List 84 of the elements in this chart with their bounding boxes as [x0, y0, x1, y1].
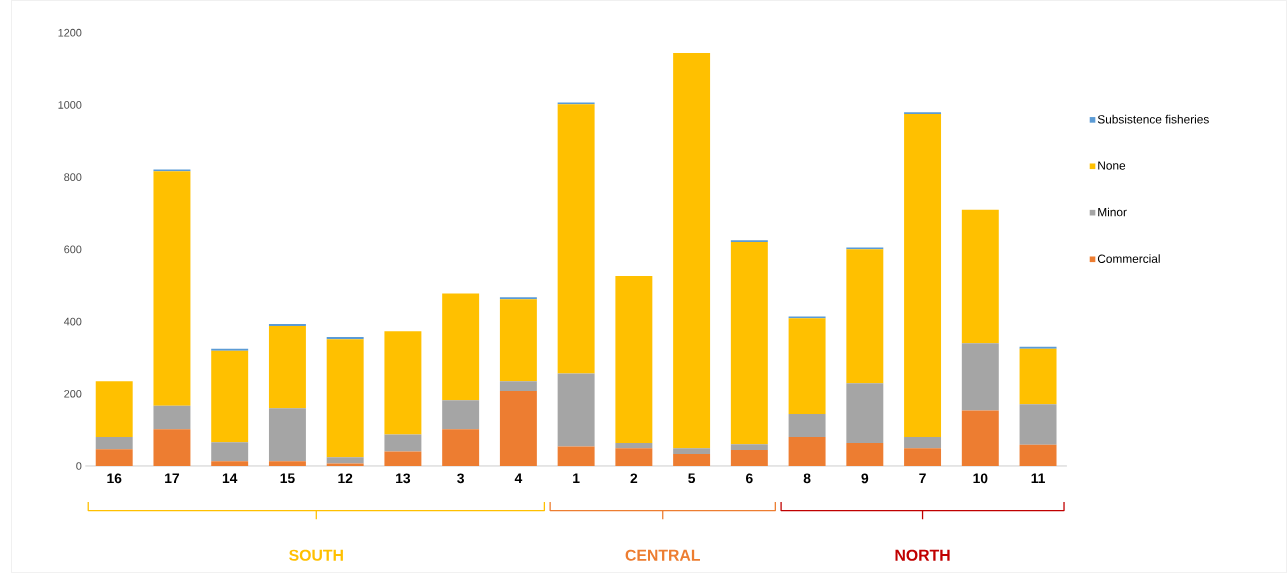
x-tick-label: 7 [919, 473, 926, 483]
bar [730, 242, 768, 445]
bar [326, 337, 364, 340]
bar [442, 293, 480, 401]
bar [904, 113, 942, 438]
x-tick-label: 17 [165, 473, 180, 483]
x-tick-label: 8 [803, 473, 811, 484]
bar [211, 350, 249, 443]
y-tick-label: 0 [76, 462, 82, 470]
bar [268, 408, 306, 462]
bar [961, 410, 999, 466]
bar [326, 463, 364, 466]
bar [211, 348, 249, 351]
y-tick-label: 200 [64, 389, 82, 398]
bar [268, 325, 306, 409]
y-tick-label: 1200 [58, 28, 82, 37]
bar [788, 318, 826, 414]
bar [1019, 348, 1057, 405]
bar [95, 449, 133, 466]
bar [384, 434, 422, 452]
bar [1019, 444, 1057, 466]
bar [153, 171, 191, 406]
bar [499, 381, 537, 391]
x-tick-label: 3 [457, 473, 464, 484]
bar [846, 249, 884, 384]
x-tick-label: 12 [338, 473, 353, 484]
bar [384, 451, 422, 466]
bar [615, 442, 653, 449]
bar [499, 390, 537, 466]
bar [326, 339, 364, 458]
bar [1019, 404, 1057, 445]
bar [442, 429, 480, 466]
bar [211, 442, 249, 462]
bar [95, 381, 133, 438]
bar [442, 400, 480, 430]
bar [788, 413, 826, 438]
y-tick-label: 1000 [58, 101, 82, 109]
x-tick-label: 14 [222, 473, 238, 483]
x-tick-label: 10 [973, 473, 988, 484]
x-tick-label: 11 [1031, 473, 1045, 483]
text: CENTRAL [625, 549, 700, 561]
x-tick-label: 13 [396, 473, 411, 484]
bar [615, 448, 653, 466]
bar [557, 446, 595, 466]
bar [904, 448, 942, 466]
bar [846, 442, 884, 466]
x-tick-label: 1 [573, 473, 580, 483]
x-tick-label: 9 [861, 473, 869, 484]
x-tick-label: 6 [746, 473, 753, 484]
bar [730, 450, 768, 466]
bar [730, 444, 768, 451]
text: NORTH [895, 549, 950, 561]
y-tick-label: 600 [64, 245, 82, 254]
bar [673, 52, 711, 449]
y-tick-label: 400 [63, 317, 82, 326]
bar [153, 429, 191, 466]
x-tick-label: 2 [630, 473, 638, 484]
x-tick-label: 4 [514, 473, 523, 483]
bar [961, 343, 999, 411]
legend-label: Subsistence fisheries [1097, 114, 1209, 124]
legend-label: Commercial [1097, 254, 1160, 263]
bar [961, 209, 999, 344]
bar [615, 276, 653, 443]
bar [557, 104, 595, 374]
x-tick-label: 5 [688, 473, 696, 484]
bar [673, 454, 711, 466]
bar [788, 437, 826, 466]
x-tick-label: 16 [107, 473, 122, 484]
bar [557, 373, 595, 447]
bar [326, 457, 364, 464]
legend-label: Minor [1098, 207, 1127, 217]
bar [673, 448, 711, 455]
bar [904, 437, 942, 449]
bar [499, 299, 537, 382]
x-tick-label: 15 [280, 473, 295, 484]
y-tick-label: 800 [64, 173, 82, 181]
bar [95, 437, 133, 450]
legend-label: None [1098, 161, 1126, 170]
bar [153, 405, 191, 430]
text: SOUTH [289, 549, 343, 561]
bar [268, 461, 306, 466]
bar [384, 331, 422, 435]
bar [211, 461, 249, 466]
bar [846, 383, 884, 443]
